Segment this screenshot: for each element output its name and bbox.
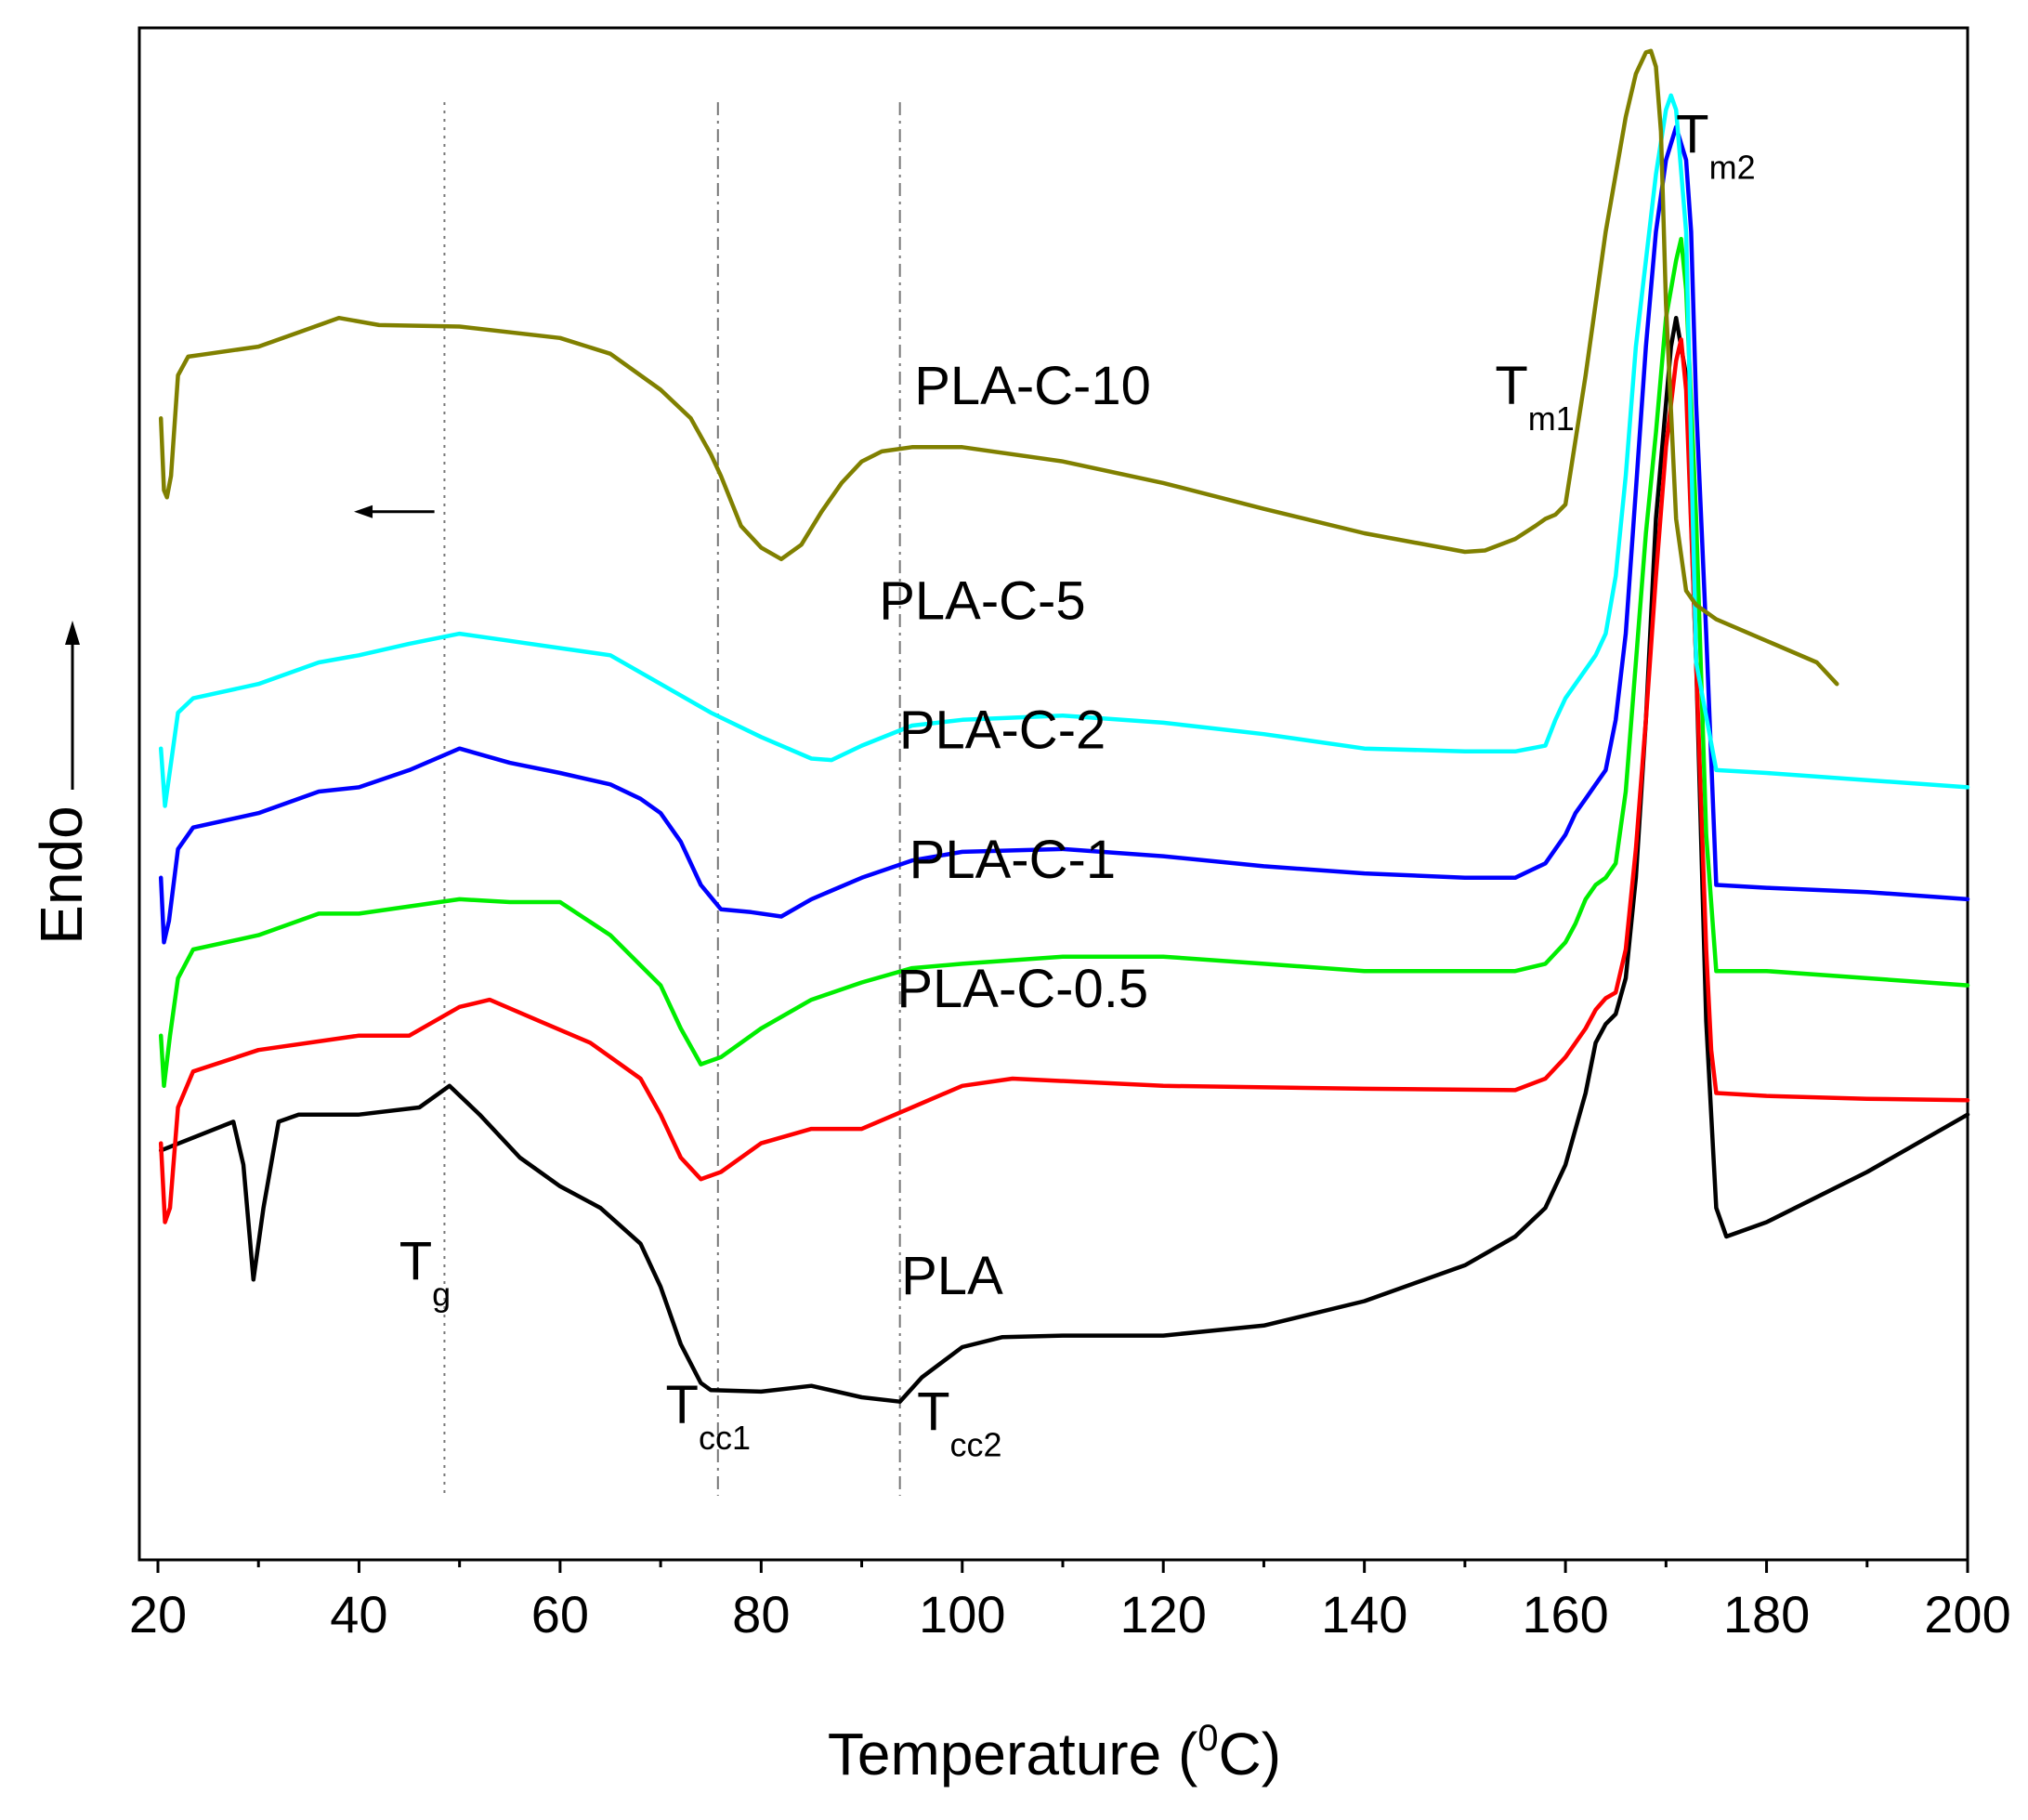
x-tick-label-120: 120	[1120, 1585, 1207, 1643]
x-axis-title-end: C)	[1219, 1721, 1282, 1787]
series-label-pla-c-2: PLA-C-2	[899, 701, 1106, 761]
annotation-main: T	[666, 1375, 699, 1435]
y-axis-title-group: Endo	[28, 621, 95, 945]
series-line-pla	[158, 315, 1970, 1404]
x-tick-label-80: 80	[732, 1585, 790, 1643]
x-tick-label-160: 160	[1522, 1585, 1608, 1643]
annotation-tm2: Tm2	[1676, 105, 1755, 187]
annotation-main: T	[1676, 105, 1708, 165]
series-label-pla: PLA	[901, 1246, 1003, 1306]
heating-direction-arrow	[354, 504, 435, 518]
x-tick-label-40: 40	[330, 1585, 387, 1643]
x-tick-label-60: 60	[531, 1585, 589, 1643]
series-label-pla-c-0-5: PLA-C-0.5	[896, 959, 1148, 1019]
x-axis-title: Temperature (0C)	[828, 1718, 1281, 1787]
series-label-pla-c-1: PLA-C-1	[909, 830, 1116, 890]
series-label-pla-c-5: PLA-C-5	[879, 571, 1085, 632]
x-tick-label-20: 20	[129, 1585, 187, 1643]
annotation-tg: Tg	[399, 1231, 451, 1313]
plot-frame	[137, 26, 1969, 1562]
annotation-main: T	[917, 1382, 949, 1443]
x-axis-title-sup: 0	[1197, 1718, 1218, 1759]
annotation-main: T	[1495, 356, 1527, 416]
series-line-pla-c-10	[158, 48, 1839, 687]
annotation-subscript: m1	[1528, 399, 1575, 438]
series-label-pla-c-10: PLA-C-10	[914, 356, 1151, 416]
x-tick-label-180: 180	[1723, 1585, 1810, 1643]
endo-up-arrow-head	[65, 621, 80, 645]
reference-lines	[443, 102, 901, 1496]
series-line-pla-c-2	[158, 124, 1970, 945]
annotation-main: T	[399, 1231, 432, 1291]
x-tick-label-200: 200	[1924, 1585, 2010, 1643]
annotation-subscript: cc2	[950, 1426, 1002, 1464]
series-layer	[158, 48, 1970, 1404]
x-tick-label-100: 100	[919, 1585, 1005, 1643]
series-line-pla-c-0-5	[158, 337, 1970, 1224]
annotation-subscript: cc1	[699, 1419, 751, 1457]
annotation-tm1: Tm1	[1495, 356, 1574, 438]
series-line-pla-c-5	[158, 93, 1970, 808]
y-axis-title: Endo	[28, 805, 95, 944]
annotation-tcc1: Tcc1	[666, 1375, 751, 1457]
x-tick-label-140: 140	[1321, 1585, 1407, 1643]
x-axis-title-main: Temperature (	[828, 1721, 1197, 1787]
annotation-subscript: m2	[1709, 149, 1756, 187]
annotation-tcc2: Tcc2	[917, 1382, 1001, 1464]
annotation-subscript: g	[432, 1275, 451, 1313]
x-axis-ticks: 20 40 60 80 100 120 140 160 180 200	[129, 1560, 2011, 1643]
series-labels: PLA PLA-C-0.5 PLA-C-1 PLA-C-2 PLA-C-5 PLA-C-1…	[879, 356, 1151, 1306]
series-line-pla-c-1	[158, 236, 1970, 1089]
